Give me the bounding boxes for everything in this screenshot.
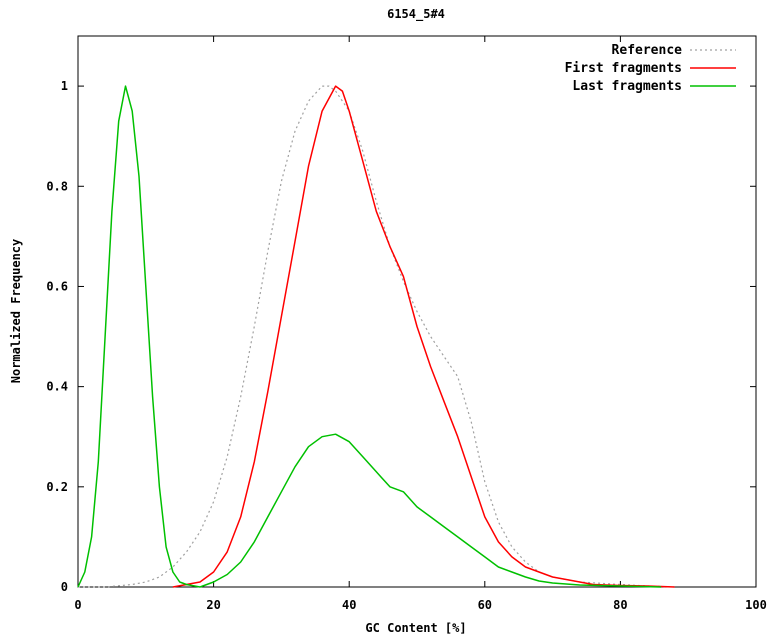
legend-label: First fragments: [565, 61, 682, 76]
chart-title: 6154_5#4: [387, 7, 445, 22]
series-lines: [77, 85, 675, 588]
axis-tick-labels: 0 20 40 60 80 100 0 0.2 0.4 0.6 0.8 1: [46, 79, 767, 612]
x-tick-label: 80: [613, 598, 627, 612]
x-tick-label: 60: [478, 598, 492, 612]
y-tick-label: 0: [61, 580, 68, 594]
legend: Reference First fragments Last fragments: [565, 43, 736, 94]
y-tick-label: 0.8: [46, 179, 68, 193]
y-tick-label: 0.4: [46, 380, 68, 394]
y-tick-label: 1: [61, 79, 68, 93]
legend-label: Last fragments: [572, 79, 682, 94]
x-tick-label: 100: [745, 598, 767, 612]
series-line-last-fragments: [77, 85, 662, 588]
x-tick-label: 40: [342, 598, 356, 612]
legend-label: Reference: [612, 43, 683, 58]
series-line-reference: [78, 85, 675, 588]
x-axis-title: GC Content [%]: [365, 621, 466, 635]
y-tick-label: 0.6: [46, 279, 68, 293]
y-axis-title: Normalized Frequency: [9, 239, 23, 384]
x-tick-label: 20: [206, 598, 220, 612]
x-tick-label: 0: [74, 598, 81, 612]
plot-area-frame: [77, 35, 757, 588]
y-tick-label: 0.2: [46, 480, 68, 494]
series-line-first-fragments: [172, 85, 675, 588]
